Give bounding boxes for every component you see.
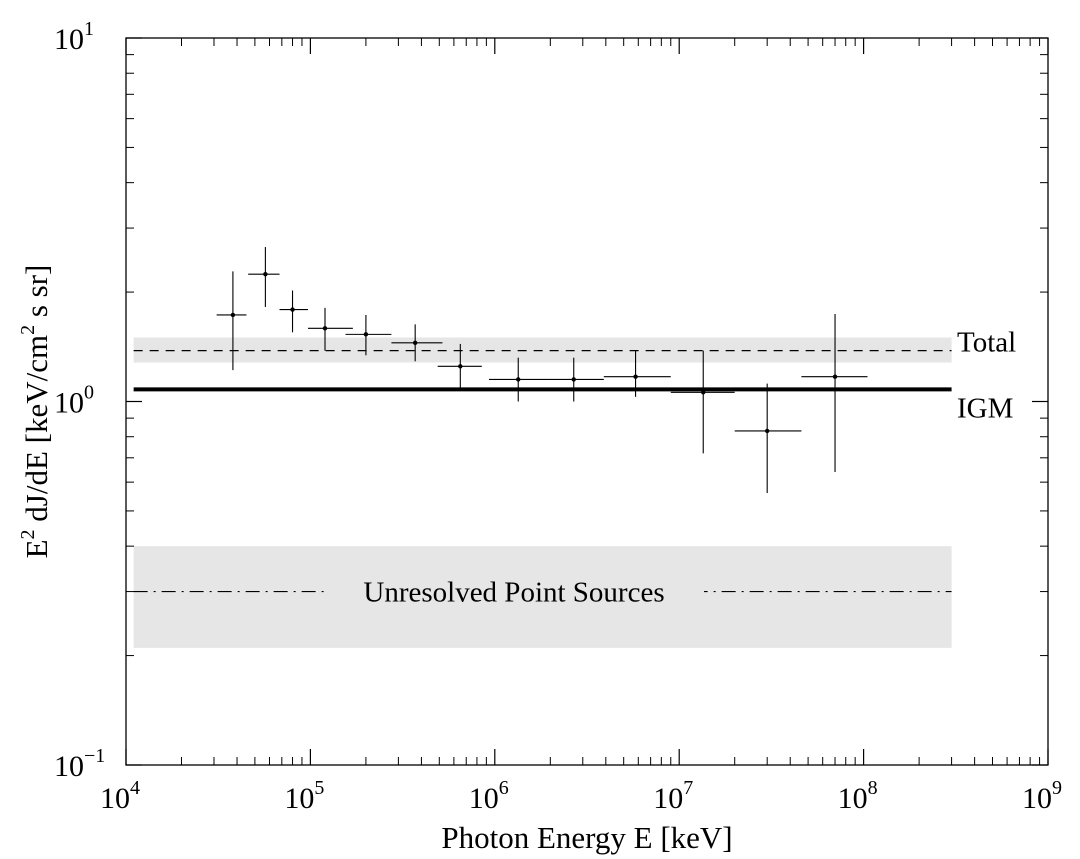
y-tick-label: 100	[54, 382, 94, 420]
point-marker	[764, 428, 770, 434]
data-point	[248, 247, 280, 307]
data-point	[488, 357, 548, 402]
point-marker	[230, 312, 236, 318]
data-point	[670, 350, 735, 454]
point-marker	[633, 374, 638, 379]
data-point	[801, 314, 868, 472]
point-marker	[290, 307, 295, 312]
x-tick-label: 105	[284, 777, 324, 815]
data-point	[603, 350, 671, 397]
y-tick-label: 101	[54, 18, 94, 56]
point-marker	[263, 271, 268, 277]
x-tick-label: 109	[1022, 777, 1062, 815]
point-marker	[458, 364, 463, 369]
labels-layer: Total IGM Unresolved Point Sources 104 105 10…	[17, 18, 1062, 855]
point-marker	[701, 390, 706, 395]
data-point	[279, 290, 308, 333]
y-tick-label: 10−1	[54, 745, 105, 783]
total-label: Total	[957, 327, 1016, 359]
x-tick-label: 107	[653, 777, 693, 815]
x-tick-label: 106	[469, 777, 509, 815]
points-layer	[216, 247, 868, 494]
x-tick-label: 104	[100, 777, 140, 815]
unresolved-label-gap	[324, 585, 704, 598]
x-axis-title: Photon Energy E [keV]	[441, 820, 732, 855]
unresolved-label: Unresolved Point Sources	[363, 577, 664, 609]
point-marker	[363, 332, 369, 337]
point-marker	[322, 326, 328, 331]
point-marker	[516, 377, 521, 382]
data-point	[437, 343, 482, 388]
point-marker	[412, 340, 418, 346]
x-tick-label: 108	[838, 777, 878, 815]
data-point	[216, 271, 247, 371]
lines-layer	[133, 350, 952, 593]
point-marker	[832, 374, 838, 379]
igm-label: IGM	[957, 392, 1013, 424]
y-axis-title: E2 dJ/dE [keV/cm2 s sr]	[17, 265, 54, 559]
total-band	[133, 337, 952, 363]
data-point	[391, 324, 443, 362]
data-point	[345, 314, 392, 356]
point-marker	[571, 377, 576, 382]
plot-frame	[125, 37, 1049, 766]
data-point	[307, 307, 353, 351]
data-point	[734, 383, 802, 494]
data-point	[547, 357, 604, 402]
